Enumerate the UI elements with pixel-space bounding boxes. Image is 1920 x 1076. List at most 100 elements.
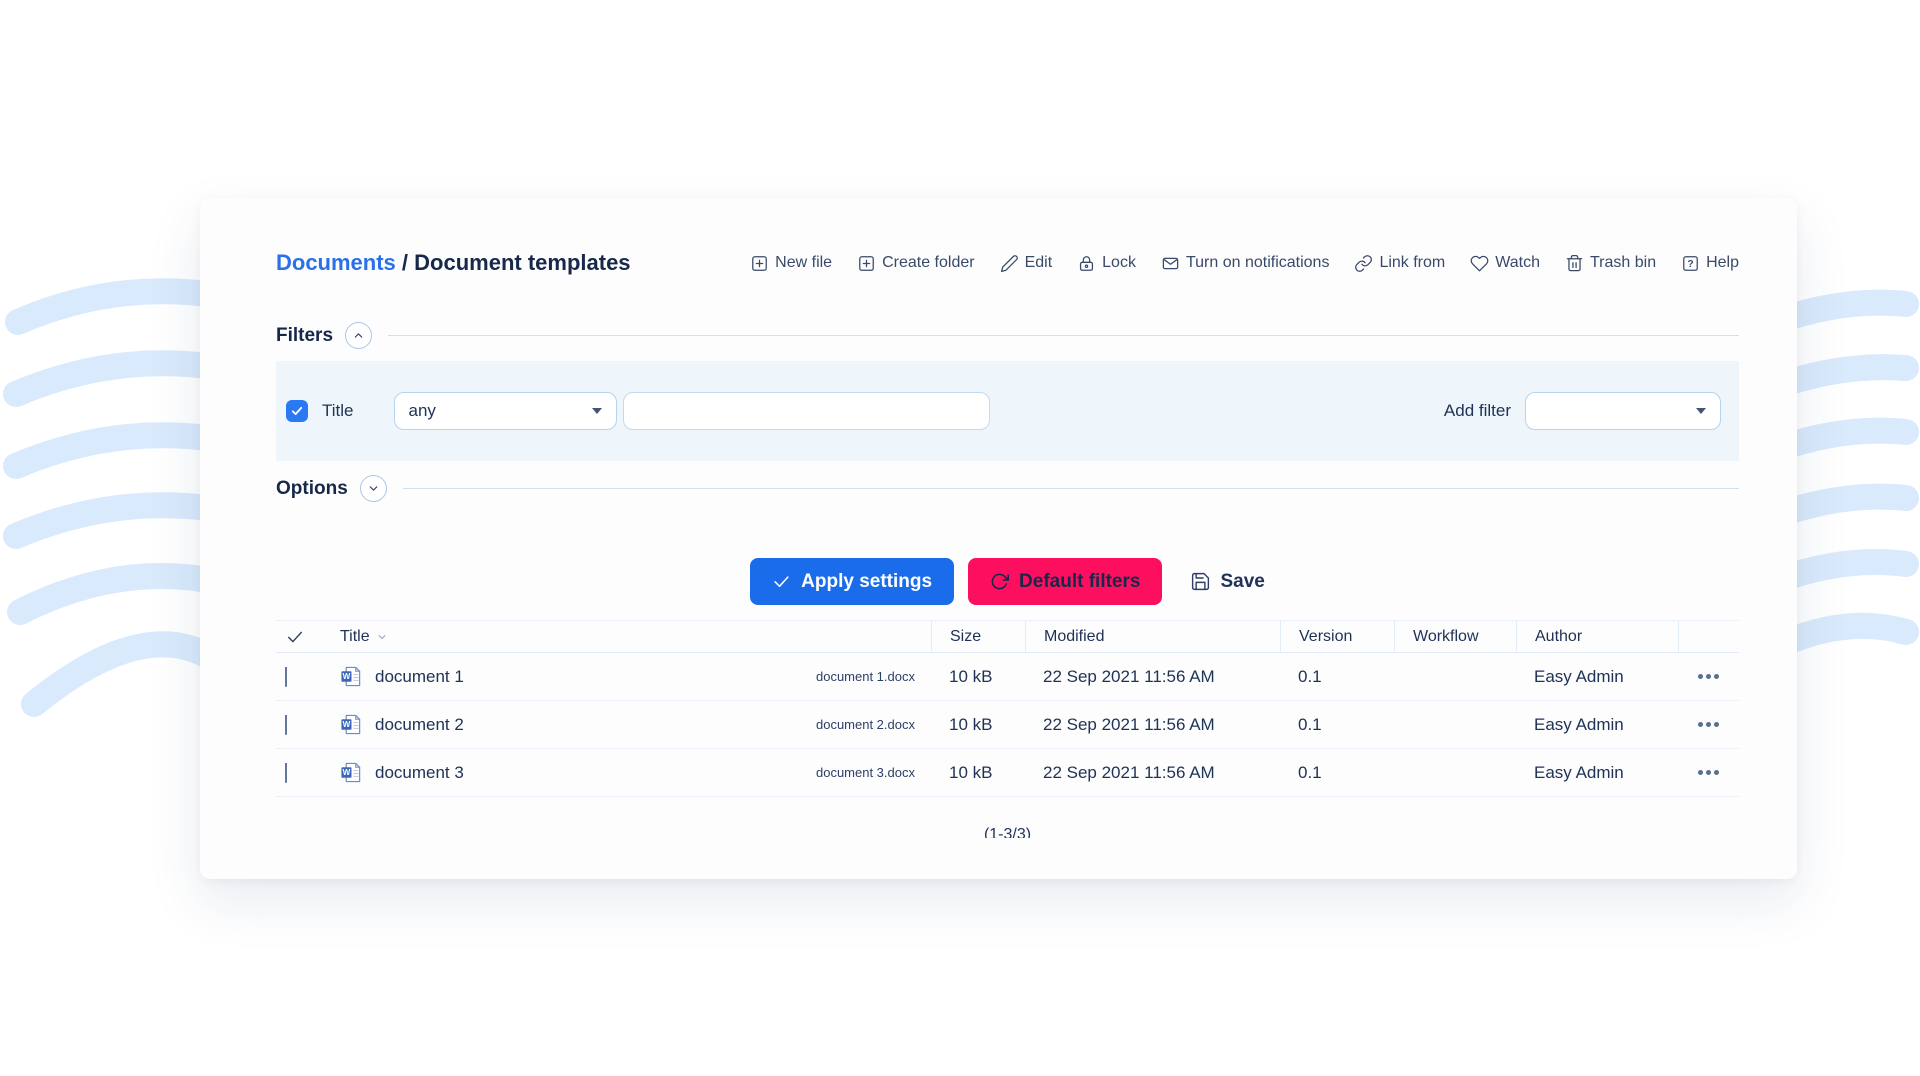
- options-expand-button[interactable]: [359, 475, 387, 502]
- size-cell: 10 kB: [949, 666, 993, 686]
- author-cell: Easy Admin: [1534, 666, 1624, 686]
- row-actions-menu-icon[interactable]: [1698, 722, 1719, 727]
- filters-divider: [388, 335, 1739, 336]
- toolbar: New file Create folder Edit Lock Turn on…: [750, 254, 1739, 273]
- add-filter-group: Add filter: [1444, 392, 1721, 430]
- trash-icon: [1566, 254, 1583, 271]
- row-actions-menu-icon[interactable]: [1698, 674, 1719, 679]
- table-header: Title Size Modified Version Workflow Aut…: [276, 620, 1739, 653]
- title-operator-select[interactable]: any: [393, 392, 617, 430]
- heart-icon: [1470, 255, 1489, 271]
- version-cell: 0.1: [1298, 666, 1322, 686]
- topbar: Documents / Document templates New file …: [276, 198, 1739, 276]
- column-header-size[interactable]: Size: [931, 621, 1025, 652]
- word-document-icon: W: [341, 762, 361, 783]
- pencil-icon: [1000, 254, 1018, 272]
- table-row: W document 2 document 2.docx 10 kB 22 Se…: [276, 701, 1739, 749]
- pagination-text: (1-3/3): [983, 826, 1032, 838]
- add-filter-label: Add filter: [1443, 401, 1511, 420]
- size-cell: 10 kB: [949, 714, 993, 734]
- svg-text:?: ?: [1687, 259, 1693, 270]
- save-button[interactable]: Save: [1190, 571, 1265, 593]
- title-filter-input[interactable]: [622, 392, 990, 430]
- select-all-check-icon[interactable]: [285, 627, 305, 647]
- document-title-link[interactable]: document 3: [375, 762, 464, 782]
- row-checkbox[interactable]: [285, 666, 287, 687]
- document-filename: document 3.docx: [815, 765, 915, 780]
- modified-cell: 22 Sep 2021 11:56 AM: [1043, 762, 1215, 782]
- edit-button[interactable]: Edit: [1000, 254, 1052, 273]
- filter-panel: Title any Add filter: [276, 361, 1739, 461]
- chevron-down-icon: [591, 408, 602, 414]
- row-checkbox[interactable]: [285, 762, 287, 783]
- chevron-up-icon: [354, 333, 363, 338]
- filters-title: Filters: [276, 324, 334, 346]
- decorative-arcs-left: [3, 278, 210, 717]
- modified-cell: 22 Sep 2021 11:56 AM: [1043, 666, 1215, 686]
- apply-settings-button[interactable]: Apply settings: [750, 558, 955, 605]
- column-header-title[interactable]: Title: [330, 621, 931, 652]
- question-square-icon: ?: [1683, 255, 1698, 271]
- author-cell: Easy Admin: [1534, 762, 1624, 782]
- lock-icon: [1080, 255, 1094, 271]
- documents-card: Documents / Document templates New file …: [200, 198, 1797, 879]
- title-filter-label: Title: [322, 401, 354, 420]
- table-row: W document 3 document 3.docx 10 kB 22 Se…: [276, 749, 1739, 797]
- breadcrumb-documents-link[interactable]: Documents: [276, 250, 396, 275]
- document-title-link[interactable]: document 2: [375, 714, 464, 734]
- breadcrumb: Documents / Document templates: [276, 250, 631, 276]
- svg-text:W: W: [343, 768, 351, 777]
- lock-button[interactable]: Lock: [1077, 254, 1136, 273]
- link-icon: [1355, 254, 1373, 272]
- title-filter-checkbox[interactable]: [286, 400, 308, 422]
- column-header-workflow[interactable]: Workflow: [1394, 621, 1516, 652]
- pagination: (1-3/3): [276, 825, 1739, 838]
- refresh-icon: [991, 573, 1010, 590]
- chevron-down-icon: [1696, 408, 1706, 414]
- add-filter-select[interactable]: [1525, 392, 1721, 430]
- new-file-button[interactable]: New file: [750, 254, 832, 273]
- svg-text:W: W: [343, 672, 351, 681]
- link-from-button[interactable]: Link from: [1354, 254, 1445, 273]
- version-cell: 0.1: [1298, 714, 1322, 734]
- create-folder-button[interactable]: Create folder: [857, 254, 975, 273]
- author-cell: Easy Admin: [1534, 714, 1624, 734]
- word-document-icon: W: [341, 666, 361, 687]
- plus-square-icon: [752, 255, 768, 271]
- filters-collapse-button[interactable]: [345, 322, 373, 349]
- breadcrumb-separator: /: [401, 250, 415, 275]
- plus-square-icon: [859, 255, 874, 271]
- filters-section-header: Filters: [276, 322, 1739, 349]
- column-header-actions: [1678, 621, 1739, 652]
- document-title-link[interactable]: document 1: [375, 666, 464, 686]
- row-actions-menu-icon[interactable]: [1698, 770, 1719, 775]
- options-divider: [402, 488, 1739, 489]
- version-cell: 0.1: [1298, 762, 1322, 782]
- chevron-down-icon: [369, 486, 378, 491]
- documents-table: Title Size Modified Version Workflow Aut…: [276, 620, 1739, 797]
- check-icon: [291, 406, 303, 416]
- check-icon: [774, 576, 789, 588]
- help-button[interactable]: ? Help: [1681, 254, 1739, 273]
- actions-row: Apply settings Default filters Save: [276, 558, 1739, 605]
- column-header-author[interactable]: Author: [1516, 621, 1678, 652]
- options-section-header: Options: [276, 475, 1739, 502]
- svg-text:W: W: [343, 720, 351, 729]
- notifications-button[interactable]: Turn on notifications: [1161, 254, 1329, 273]
- sort-chevron-icon[interactable]: [376, 631, 388, 643]
- table-row: W document 1 document 1.docx 10 kB 22 Se…: [276, 653, 1739, 701]
- options-title: Options: [276, 477, 348, 499]
- envelope-icon: [1162, 257, 1179, 269]
- row-checkbox[interactable]: [285, 714, 287, 735]
- document-filename: document 1.docx: [815, 669, 915, 684]
- modified-cell: 22 Sep 2021 11:56 AM: [1043, 714, 1215, 734]
- document-filename: document 2.docx: [815, 717, 915, 732]
- breadcrumb-current: Document templates: [414, 250, 631, 275]
- size-cell: 10 kB: [949, 762, 993, 782]
- column-header-modified[interactable]: Modified: [1025, 621, 1280, 652]
- word-document-icon: W: [341, 714, 361, 735]
- trash-bin-button[interactable]: Trash bin: [1565, 254, 1656, 273]
- default-filters-button[interactable]: Default filters: [968, 558, 1163, 605]
- watch-button[interactable]: Watch: [1470, 254, 1540, 273]
- column-header-version[interactable]: Version: [1280, 621, 1394, 652]
